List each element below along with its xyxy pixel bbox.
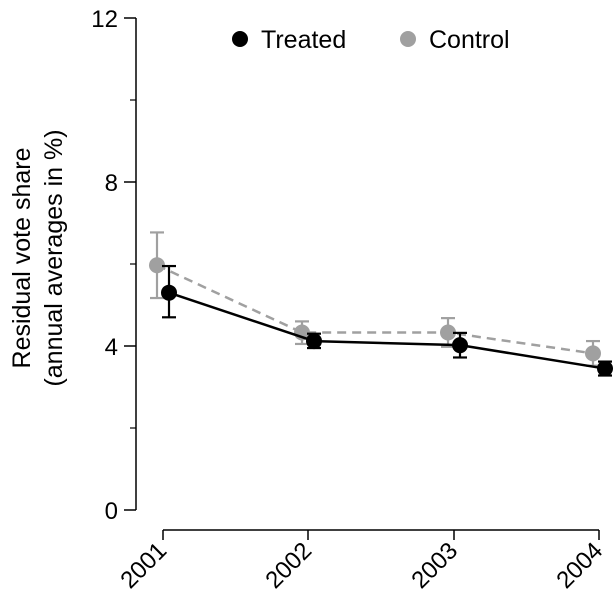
legend-item-control: Control [400,26,510,54]
legend-marker-treated [232,31,248,47]
data-point-treated-2002 [306,333,322,350]
data-point-control-2004 [585,345,601,362]
data-point-treated-2004 [597,360,613,377]
legend-label-treated: Treated [261,26,346,54]
legend-label-control: Control [429,26,510,54]
x-tick-label-2004: 2004 [551,537,608,594]
data-point-treated-2003 [452,337,468,354]
series-control [149,231,601,367]
x-tick-label-2001: 2001 [115,537,172,594]
series-line-control [156,264,594,355]
series-layer [149,231,613,377]
y-tick-label-0: 0 [105,498,118,525]
data-point-treated-2001 [161,284,177,301]
y-tick-label-4: 4 [105,334,118,361]
series-line-treated [168,291,606,370]
x-axis: 2001 2002 2003 2004 [115,529,608,594]
legend-item-treated: Treated [232,26,346,54]
y-axis: 0 4 8 12 [91,6,137,525]
legend: Treated Control [232,26,510,54]
x-tick-label-2003: 2003 [406,537,463,594]
x-tick-label-2002: 2002 [260,537,317,594]
y-tick-label-8: 8 [105,170,118,197]
series-treated [161,264,613,377]
y-axis-title-line2: (annual averages in %) [40,129,68,386]
data-point-control-2001 [149,257,165,274]
legend-marker-control [400,31,416,47]
y-axis-title-line1: Residual vote share [8,148,36,369]
data-point-control-2003 [440,324,456,341]
y-tick-label-12: 12 [91,6,118,33]
